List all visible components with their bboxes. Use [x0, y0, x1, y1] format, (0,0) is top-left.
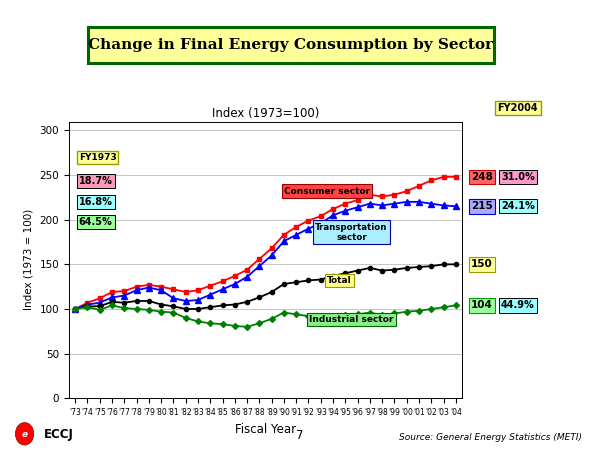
Text: Industrial sector: Industrial sector: [309, 315, 394, 324]
Y-axis label: Index (1973 = 100): Index (1973 = 100): [24, 209, 34, 310]
FancyBboxPatch shape: [88, 27, 494, 63]
Text: 150: 150: [471, 259, 493, 270]
Text: Source: General Energy Statistics (METI): Source: General Energy Statistics (METI): [399, 433, 582, 442]
Text: FY1973: FY1973: [79, 153, 116, 162]
Text: 16.8%: 16.8%: [79, 197, 113, 207]
Text: FY2004: FY2004: [497, 103, 538, 113]
Text: 31.0%: 31.0%: [501, 172, 535, 182]
Text: Total: Total: [327, 276, 352, 285]
Text: 24.1%: 24.1%: [501, 201, 535, 212]
X-axis label: Fiscal Year: Fiscal Year: [235, 423, 296, 436]
Text: 44.9%: 44.9%: [501, 301, 535, 310]
Circle shape: [16, 423, 34, 445]
Text: Change in Final Energy Consumption by Sector: Change in Final Energy Consumption by Se…: [89, 38, 493, 52]
Text: 18.7%: 18.7%: [79, 176, 113, 186]
Text: 7: 7: [296, 429, 304, 442]
Text: 248: 248: [471, 172, 493, 182]
Title: Index (1973=100): Index (1973=100): [212, 108, 319, 120]
Text: 215: 215: [471, 201, 493, 212]
Text: Consumer sector: Consumer sector: [284, 187, 370, 196]
Text: e: e: [22, 431, 28, 440]
Text: 104: 104: [471, 301, 493, 310]
Text: 64.5%: 64.5%: [79, 217, 113, 227]
Text: Transportation
sector: Transportation sector: [315, 222, 388, 242]
Text: ECCJ: ECCJ: [44, 428, 74, 441]
